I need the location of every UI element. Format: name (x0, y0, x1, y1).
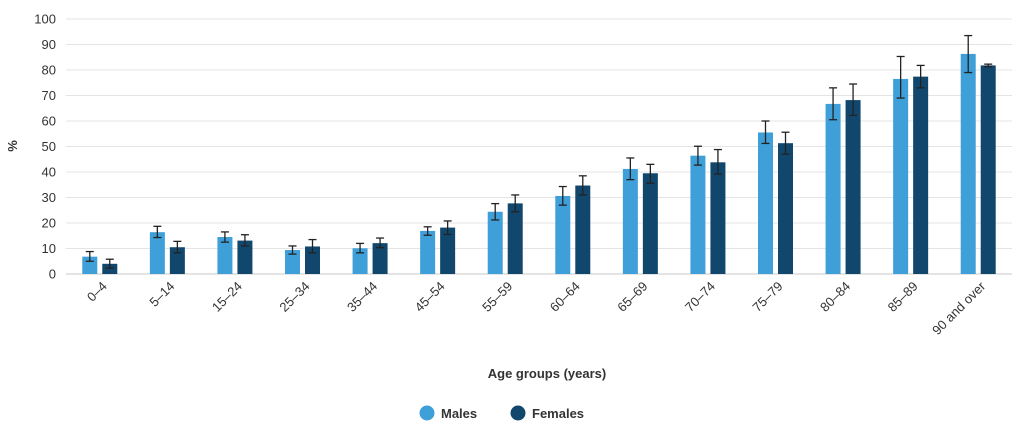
x-tick-label: 85–89 (885, 279, 921, 315)
legend-label-females: Females (532, 406, 584, 421)
bar-females (169, 247, 185, 274)
x-tick-labels: 0–4 5–14 15–24 25–34 35–44 45–54 55–59 60–64 65–… (84, 278, 989, 338)
x-tick-label: 0–4 (84, 279, 110, 305)
y-tick-label: 80 (42, 63, 56, 78)
bar-males (149, 232, 165, 274)
legend-marker-males (419, 405, 435, 421)
bar-females (440, 227, 456, 274)
x-tick-label: 70–74 (682, 279, 718, 315)
bar-females (845, 100, 861, 274)
legend-marker-females (510, 405, 526, 421)
y-tick-label: 90 (42, 37, 56, 52)
bar-females (778, 143, 793, 274)
x-tick-label: 25–34 (276, 279, 312, 315)
bar-females (575, 185, 591, 274)
x-tick-label: 90 and over (929, 278, 989, 338)
bar-males (555, 195, 571, 274)
bar-males (487, 211, 503, 274)
bar-males (690, 155, 706, 274)
bar-males (825, 103, 841, 274)
bar-females (237, 240, 253, 274)
y-tick-labels: 0 10 20 30 40 50 60 70 80 90 100 (34, 12, 56, 282)
y-tick-label: 60 (42, 114, 56, 129)
y-tick-label: 40 (42, 165, 56, 180)
y-tick-label: 70 (42, 88, 56, 103)
x-tick-label: 65–69 (614, 279, 650, 315)
x-tick-label: 75–79 (749, 279, 785, 315)
y-tick-label: 10 (42, 241, 56, 256)
y-tick-label: 100 (34, 12, 56, 27)
bar-males (420, 230, 436, 274)
bar-males (622, 168, 638, 274)
bar-males (352, 248, 368, 274)
x-tick-label: 15–24 (209, 279, 245, 315)
x-tick-label: 5–14 (146, 279, 177, 310)
bar-males (758, 132, 773, 274)
bar-males (217, 237, 233, 274)
y-tick-label: 0 (49, 267, 56, 282)
bars (82, 53, 996, 275)
x-tick-label: 55–59 (479, 279, 515, 315)
bar-males (893, 78, 909, 274)
bar-females (980, 65, 996, 274)
bar-males (960, 53, 976, 275)
bar-females (372, 243, 388, 274)
x-axis-title: Age groups (years) (488, 366, 606, 381)
bar-females (507, 203, 523, 274)
legend-label-males: Males (441, 406, 477, 421)
y-axis-title: % (5, 140, 20, 152)
bar-males (285, 250, 300, 274)
error-bars (85, 34, 993, 269)
x-tick-label: 45–54 (412, 279, 448, 315)
gridlines (66, 18, 1012, 275)
y-tick-label: 20 (42, 216, 56, 231)
bar-females (642, 173, 658, 274)
x-tick-label: 60–64 (547, 279, 583, 315)
legend: Males Females (419, 405, 584, 421)
y-tick-label: 50 (42, 139, 56, 154)
bar-females (710, 162, 726, 274)
bar-females (102, 263, 118, 274)
bar-females (913, 76, 929, 274)
y-tick-label: 30 (42, 190, 56, 205)
x-tick-label: 35–44 (344, 279, 380, 315)
x-tick-label: 80–84 (817, 279, 853, 315)
